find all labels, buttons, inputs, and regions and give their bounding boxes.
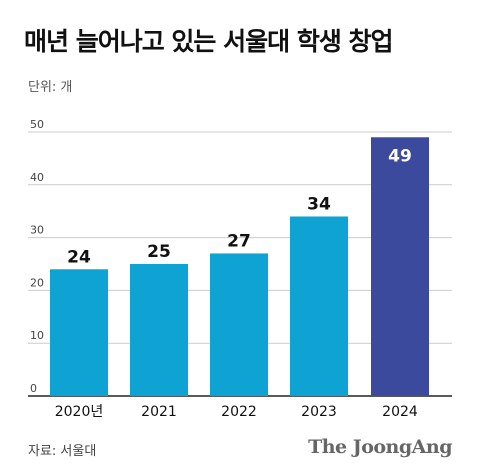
x-tick-label: 2022 [221,404,257,420]
data-label: 49 [388,146,412,166]
unit-label: 단위: 개 [28,80,73,95]
bar [371,137,429,396]
y-tick-label: 20 [30,276,44,289]
bar [290,216,348,396]
bar [50,269,108,396]
x-tick-label: 2024 [382,404,418,420]
source-note: 자료: 서울대 [28,444,97,459]
data-label: 34 [307,194,331,214]
y-axis-ticks: 0 10 20 30 40 50 [30,118,44,395]
y-tick-label: 40 [30,171,44,184]
y-tick-label: 30 [30,224,44,237]
x-tick-label: 2021 [141,404,177,420]
x-axis-ticks: 2020년 2021 2022 2023 2024 [55,404,418,420]
bar [210,253,268,396]
y-tick-label: 50 [30,118,44,131]
x-tick-label: 2023 [301,404,337,420]
brand-logo: The JoongAng [308,436,452,458]
data-label: 27 [227,231,251,251]
y-tick-label: 0 [30,382,37,395]
x-tick-label: 2020년 [55,404,104,420]
bars [50,137,429,396]
bar [130,264,188,396]
y-tick-label: 10 [30,329,44,342]
chart-title: 매년 늘어나고 있는 서울대 학생 창업 [24,27,394,56]
data-label: 24 [67,247,91,267]
data-label: 25 [147,242,171,262]
data-labels: 24 25 27 34 49 [67,146,412,267]
